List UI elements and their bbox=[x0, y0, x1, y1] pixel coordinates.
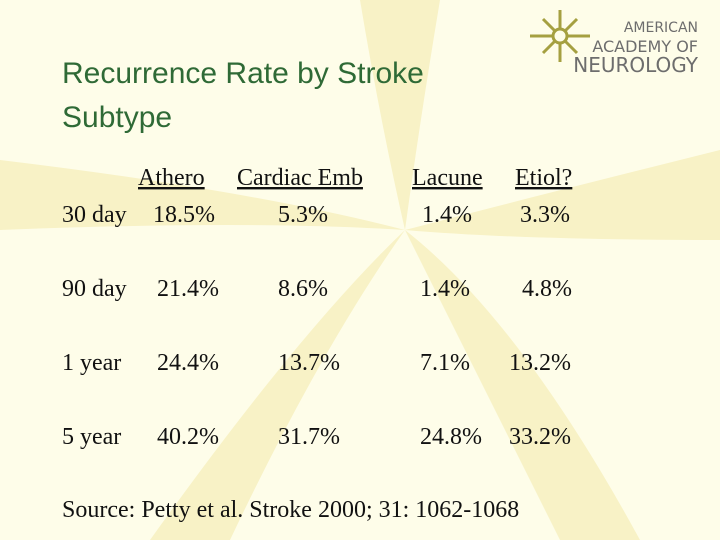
table-cell: 5.3% bbox=[278, 202, 328, 228]
table-cell: 13.7% bbox=[278, 350, 340, 376]
row-label: 30 day bbox=[62, 202, 127, 228]
table-cell: 33.2% bbox=[509, 424, 571, 450]
column-header: Lacune bbox=[412, 165, 483, 191]
table-cell: 21.4% bbox=[157, 276, 219, 302]
column-header: Athero bbox=[138, 165, 205, 191]
table-cell: 7.1% bbox=[420, 350, 470, 376]
logo-text: NEUROLOGY bbox=[573, 53, 699, 77]
column-header: Cardiac Emb bbox=[237, 165, 363, 191]
row-label: 5 year bbox=[62, 424, 121, 450]
table-cell: 1.4% bbox=[420, 276, 470, 302]
table-cell: 8.6% bbox=[278, 276, 328, 302]
table-cell: 24.8% bbox=[420, 424, 482, 450]
table-cell: 3.3% bbox=[520, 202, 570, 228]
table-cell: 18.5% bbox=[153, 202, 215, 228]
slide-title: Recurrence Rate by Stroke Subtype bbox=[62, 57, 424, 134]
table-cell: 13.2% bbox=[509, 350, 571, 376]
table-cell: 31.7% bbox=[278, 424, 340, 450]
row-label: 90 day bbox=[62, 276, 127, 302]
table-cell: 4.8% bbox=[522, 276, 572, 302]
column-header: Etiol? bbox=[515, 165, 572, 191]
table-cell: 24.4% bbox=[157, 350, 219, 376]
logo-emblem bbox=[530, 10, 590, 62]
logo-text: ACADEMY OF bbox=[592, 37, 698, 56]
source-note: Source: Petty et al. Stroke 2000; 31: 10… bbox=[62, 497, 519, 523]
table-cell: 40.2% bbox=[157, 424, 219, 450]
row-label: 1 year bbox=[62, 350, 121, 376]
table-cell: 1.4% bbox=[422, 202, 472, 228]
logo-text: AMERICAN bbox=[624, 20, 698, 36]
